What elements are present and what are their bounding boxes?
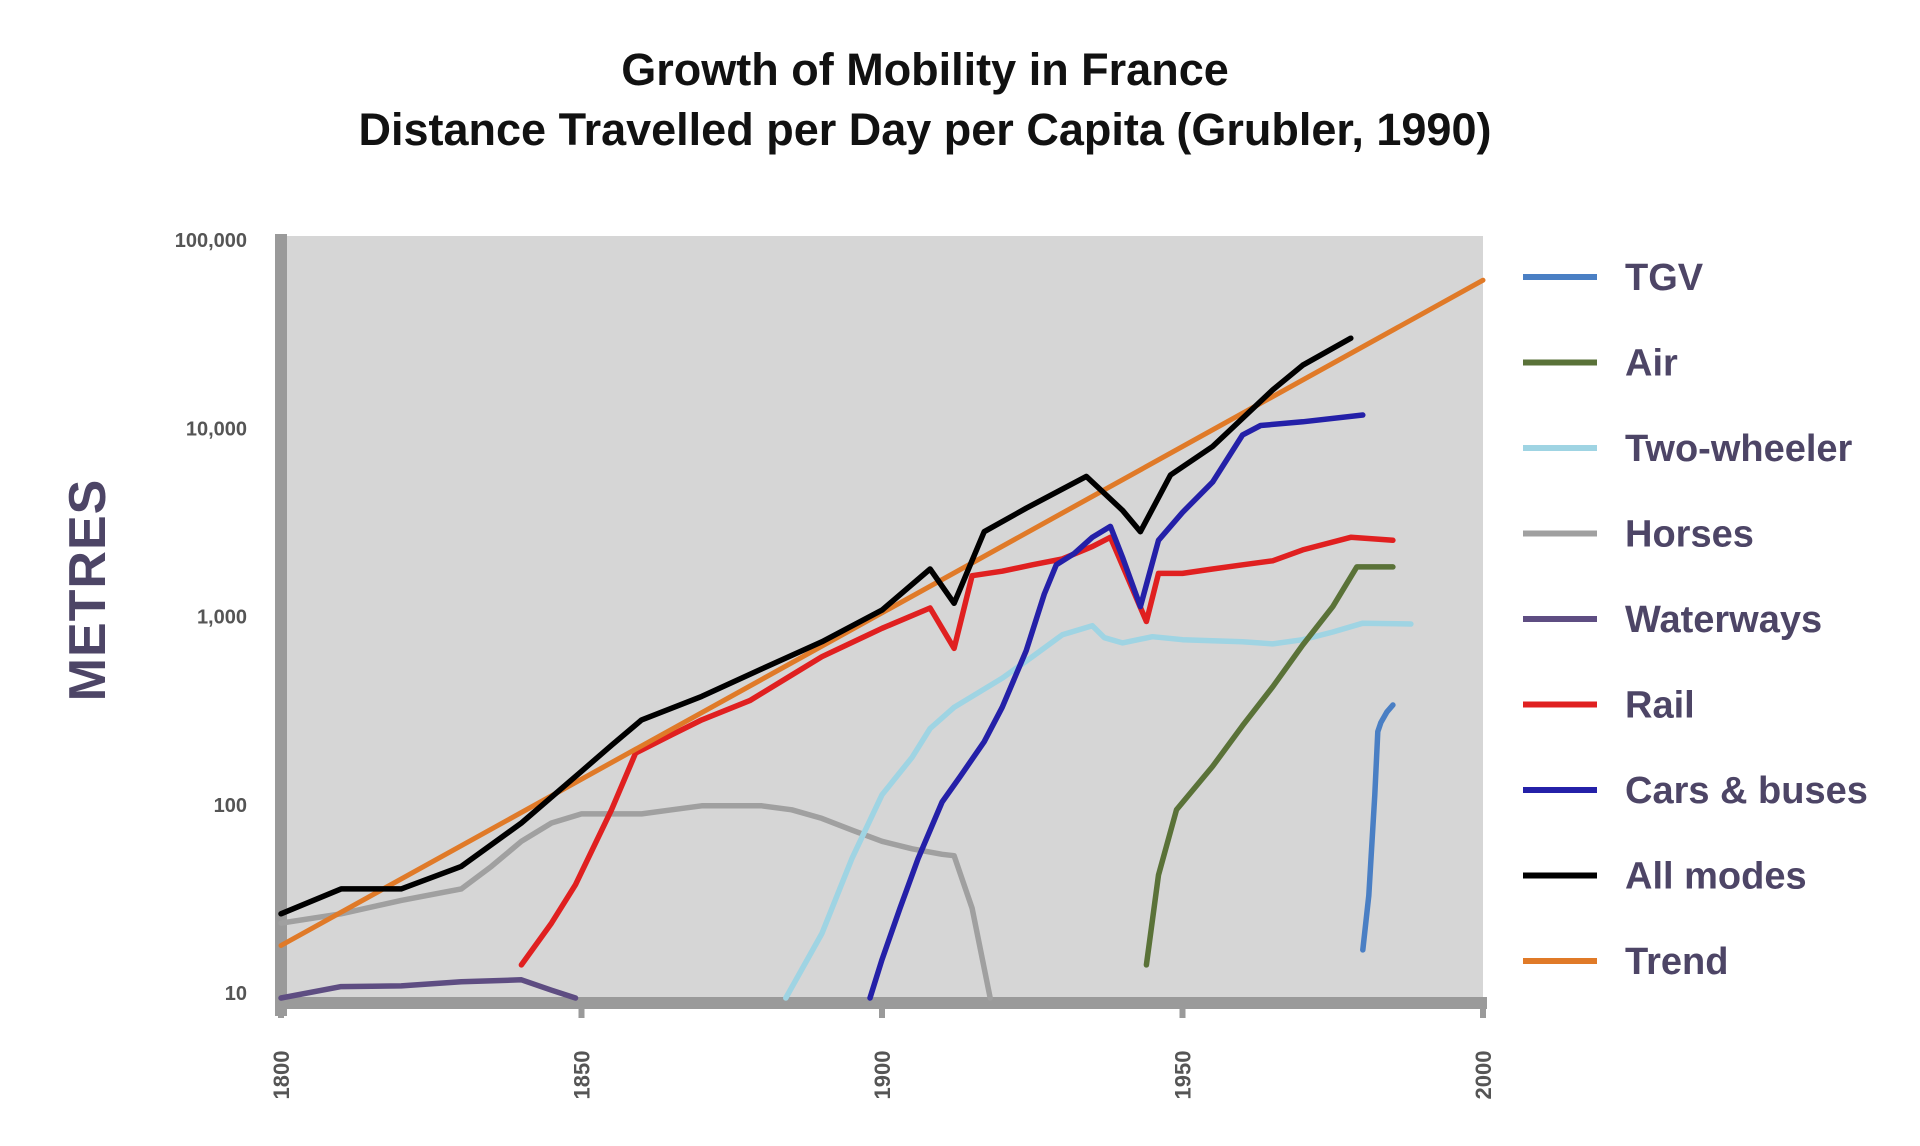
legend-label-trend: Trend <box>1625 941 1728 983</box>
y-tick-label: 10 <box>225 983 247 1005</box>
legend-label-tgv: TGV <box>1625 257 1704 299</box>
series-line-air <box>1143 564 1396 968</box>
y-tick-label: 10,000 <box>186 418 247 440</box>
y-tick-label: 1,000 <box>197 607 247 629</box>
x-tick-label: 1800 <box>269 1051 294 1100</box>
series-line-two-wheeler <box>783 620 1414 1001</box>
series-line-waterways <box>278 977 579 1001</box>
legend-label-cars-and-buses: Cars & buses <box>1625 770 1868 812</box>
legend-label-waterways: Waterways <box>1625 599 1822 641</box>
series-line-tgv <box>1360 702 1396 953</box>
y-tick-label: 100 <box>214 795 247 817</box>
series-line-rail <box>518 534 1396 968</box>
chart-subtitle: Distance Travelled per Day per Capita (G… <box>358 104 1492 155</box>
plot-area <box>281 236 1483 998</box>
series-line-cars-and-buses <box>867 412 1366 1001</box>
series-line-all-modes <box>278 335 1354 917</box>
x-tick-label: 1950 <box>1171 1051 1196 1100</box>
x-tick-label: 1850 <box>570 1051 595 1100</box>
x-tick-label: 1900 <box>870 1051 895 1100</box>
chart-title: Growth of Mobility in France <box>621 44 1229 95</box>
legend-label-horses: Horses <box>1625 514 1754 556</box>
legend-label-air: Air <box>1625 343 1678 385</box>
legend-label-two-wheeler: Two-wheeler <box>1625 428 1853 470</box>
y-tick-label: 100,000 <box>175 230 247 252</box>
legend-label-all-modes: All modes <box>1625 856 1807 898</box>
x-tick-label: 2000 <box>1471 1051 1496 1100</box>
legend-label-rail: Rail <box>1625 685 1695 727</box>
